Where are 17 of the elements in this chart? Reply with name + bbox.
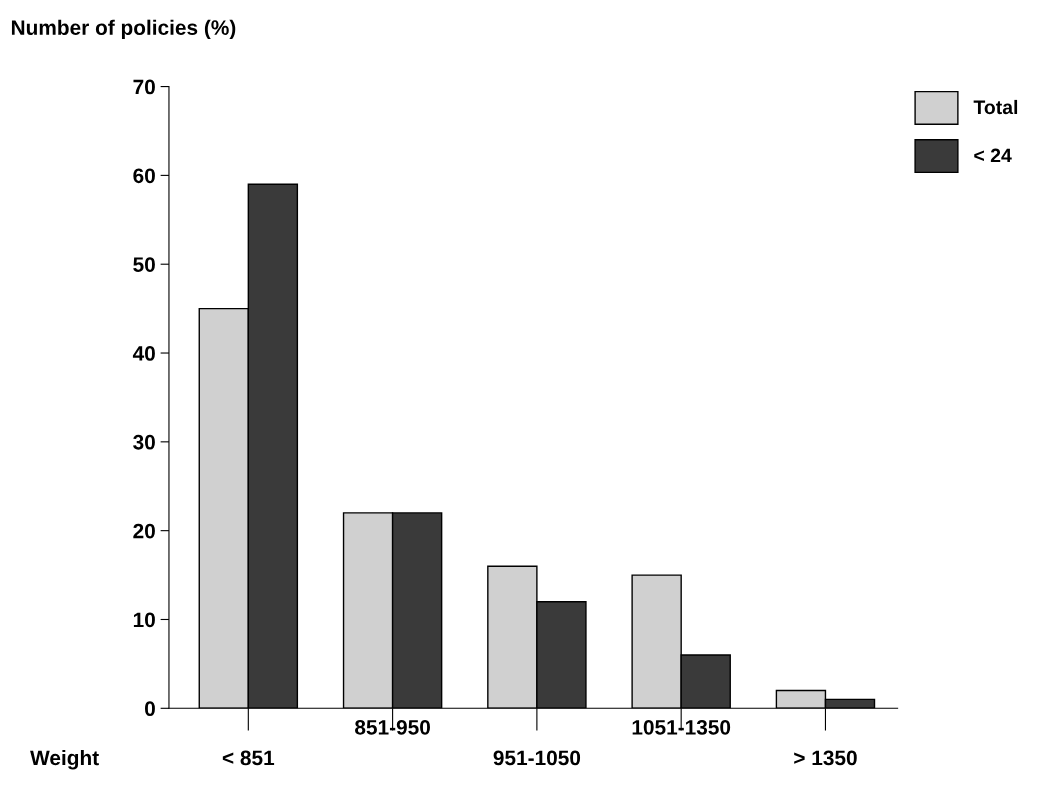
x-tick-label: 951-1050 (493, 750, 581, 766)
y-tick-label: 50 (133, 257, 155, 272)
x-tick-label: > 1350 (794, 750, 857, 766)
legend-label: < 24 (974, 148, 1012, 163)
x-tick-label: < 851 (222, 750, 275, 766)
y-axis-title: Number of policies (%) (11, 19, 236, 40)
y-tick-label: 70 (133, 79, 155, 95)
y-tick-label: 30 (133, 434, 155, 450)
y-tick-label: 0 (145, 701, 155, 717)
x-tick-label: 1051-1350 (632, 719, 731, 735)
y-tick-label: 20 (133, 523, 155, 539)
legend-label: Total (973, 99, 1018, 115)
y-tick-label: 60 (133, 168, 155, 184)
x-tick-label: 851-950 (355, 719, 430, 735)
y-tick-label: 10 (133, 612, 155, 628)
y-tick-label: 40 (132, 346, 155, 361)
x-axis-title: Weight (30, 749, 99, 770)
